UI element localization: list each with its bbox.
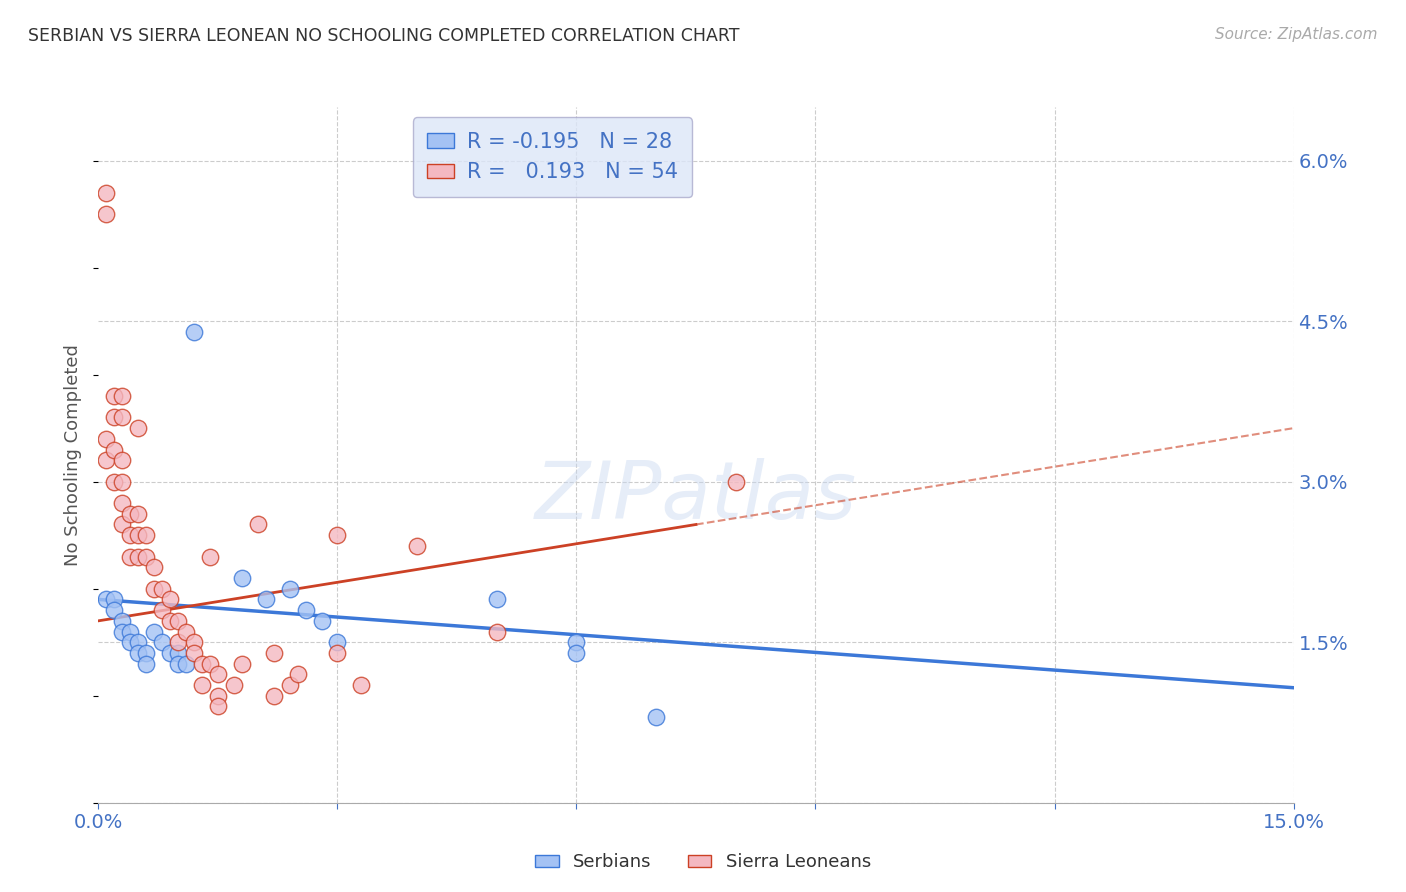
Y-axis label: No Schooling Completed: No Schooling Completed — [65, 344, 83, 566]
Point — [174, 657, 197, 671]
Point — [326, 646, 349, 660]
Point — [326, 635, 349, 649]
Point — [111, 389, 134, 403]
Point — [231, 657, 253, 671]
Point — [96, 207, 118, 221]
Point — [143, 560, 166, 574]
Point — [207, 699, 229, 714]
Point — [485, 592, 508, 607]
Point — [103, 389, 125, 403]
Point — [254, 592, 277, 607]
Point — [127, 549, 149, 564]
Point — [135, 528, 157, 542]
Point — [120, 635, 142, 649]
Point — [167, 614, 190, 628]
Point — [159, 614, 181, 628]
Point — [198, 549, 221, 564]
Text: SERBIAN VS SIERRA LEONEAN NO SCHOOLING COMPLETED CORRELATION CHART: SERBIAN VS SIERRA LEONEAN NO SCHOOLING C… — [28, 27, 740, 45]
Point — [127, 528, 149, 542]
Point — [183, 635, 205, 649]
Text: ZIPatlas: ZIPatlas — [534, 458, 858, 536]
Point — [311, 614, 333, 628]
Point — [565, 635, 588, 649]
Text: Source: ZipAtlas.com: Source: ZipAtlas.com — [1215, 27, 1378, 42]
Point — [103, 475, 125, 489]
Point — [159, 646, 181, 660]
Point — [159, 592, 181, 607]
Legend: Serbians, Sierra Leoneans: Serbians, Sierra Leoneans — [527, 847, 879, 879]
Point — [135, 646, 157, 660]
Point — [198, 657, 221, 671]
Point — [103, 603, 125, 617]
Legend: R = -0.195   N = 28, R =   0.193   N = 54: R = -0.195 N = 28, R = 0.193 N = 54 — [413, 118, 692, 197]
Point — [167, 646, 190, 660]
Point — [135, 657, 157, 671]
Point — [120, 528, 142, 542]
Point — [278, 678, 301, 692]
Point — [350, 678, 373, 692]
Point — [326, 528, 349, 542]
Point — [191, 657, 214, 671]
Point — [120, 507, 142, 521]
Point — [724, 475, 747, 489]
Point — [207, 689, 229, 703]
Point — [167, 635, 190, 649]
Point — [127, 646, 149, 660]
Point — [207, 667, 229, 681]
Point — [127, 635, 149, 649]
Point — [96, 432, 118, 446]
Point — [135, 549, 157, 564]
Point — [287, 667, 309, 681]
Point — [111, 453, 134, 467]
Point — [645, 710, 668, 724]
Point — [96, 453, 118, 467]
Point — [183, 646, 205, 660]
Point — [150, 603, 173, 617]
Point — [485, 624, 508, 639]
Point — [263, 646, 285, 660]
Point — [111, 410, 134, 425]
Point — [111, 624, 134, 639]
Point — [103, 442, 125, 457]
Point — [143, 624, 166, 639]
Point — [191, 678, 214, 692]
Point — [174, 624, 197, 639]
Point — [120, 624, 142, 639]
Point — [150, 582, 173, 596]
Point — [263, 689, 285, 703]
Point — [246, 517, 269, 532]
Point — [222, 678, 245, 692]
Point — [278, 582, 301, 596]
Point — [231, 571, 253, 585]
Point — [143, 582, 166, 596]
Point — [127, 507, 149, 521]
Point — [167, 657, 190, 671]
Point — [183, 325, 205, 339]
Point — [565, 646, 588, 660]
Point — [103, 410, 125, 425]
Point — [406, 539, 429, 553]
Point — [294, 603, 316, 617]
Point — [127, 421, 149, 435]
Point — [150, 635, 173, 649]
Point — [120, 549, 142, 564]
Point — [111, 496, 134, 510]
Point — [111, 517, 134, 532]
Point — [96, 592, 118, 607]
Point — [111, 614, 134, 628]
Point — [96, 186, 118, 200]
Point — [111, 475, 134, 489]
Point — [103, 592, 125, 607]
